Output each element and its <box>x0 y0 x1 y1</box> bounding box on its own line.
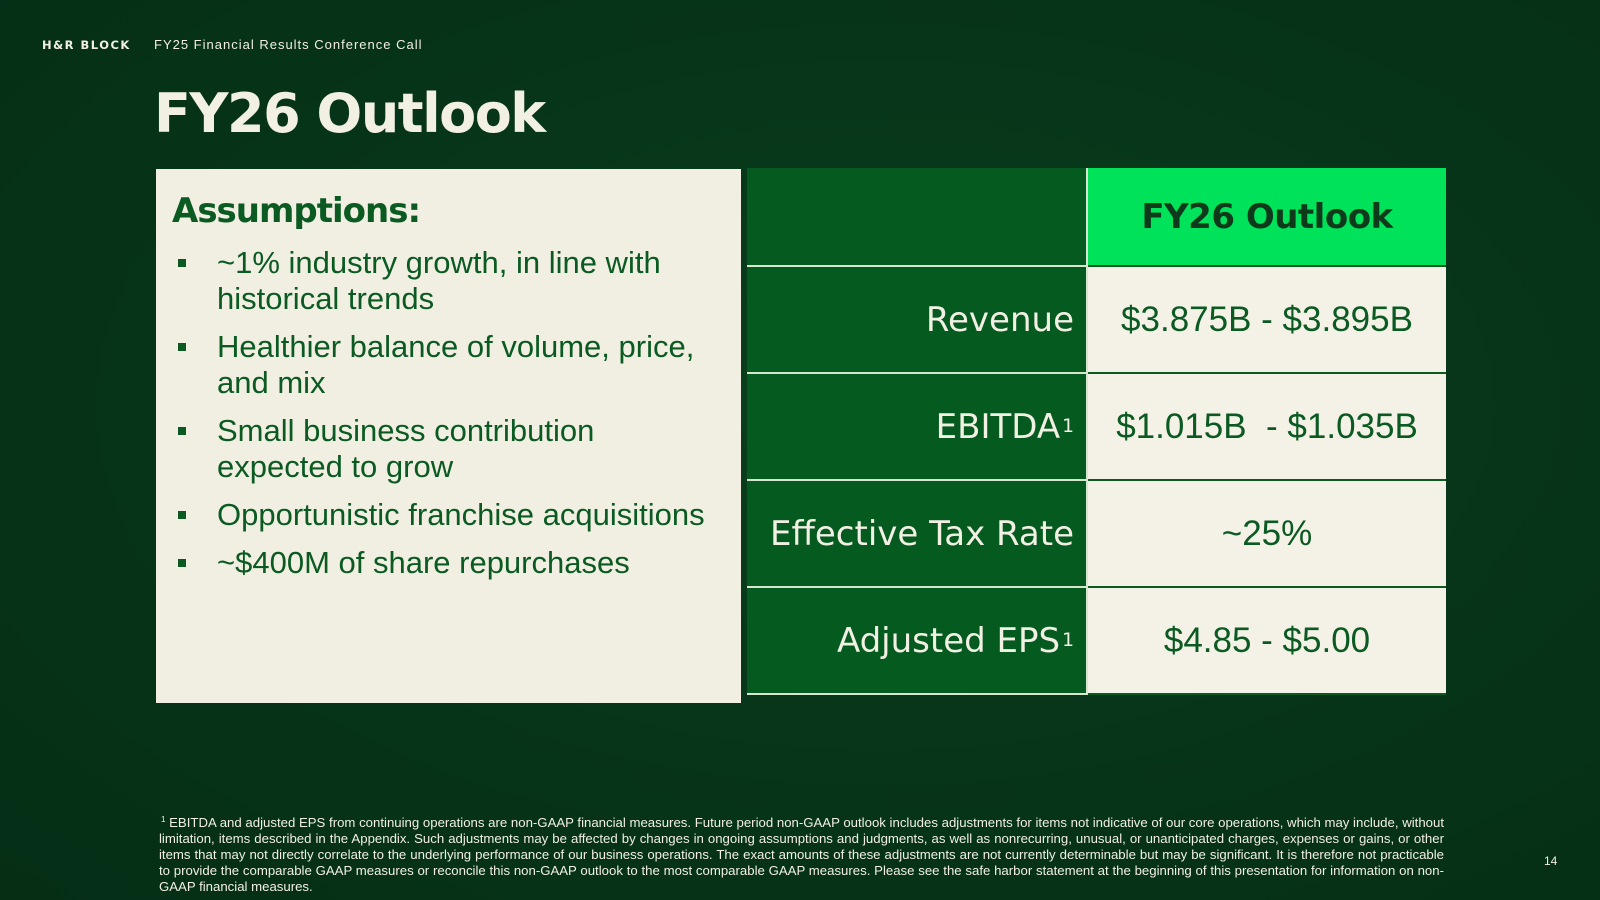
table-row-ebitda: EBITDA 1 $1.015B - $1.035B <box>747 374 1446 481</box>
assumptions-panel: Assumptions: ~1% industry growth, in lin… <box>156 169 741 703</box>
footnote: 1 EBITDA and adjusted EPS from continuin… <box>159 815 1444 895</box>
header-subtitle: FY25 Financial Results Conference Call <box>154 37 423 52</box>
row-label: Effective Tax Rate <box>747 481 1088 586</box>
assumption-text: ~$400M of share repurchases <box>217 545 630 580</box>
square-bullet-icon <box>178 259 186 267</box>
square-bullet-icon <box>178 427 186 435</box>
row-label-text: Effective Tax Rate <box>769 513 1074 554</box>
table-row-tax-rate: Effective Tax Rate ~25% <box>747 481 1446 588</box>
footnote-text: EBITDA and adjusted EPS from continuing … <box>159 815 1444 894</box>
row-label: Revenue <box>747 267 1088 372</box>
row-label-text: EBITDA <box>935 406 1061 447</box>
row-value: $4.85 - $5.00 <box>1088 588 1446 695</box>
assumption-text: Opportunistic franchise acquisitions <box>217 497 705 532</box>
assumption-text: Small business contribution expected to … <box>217 413 595 484</box>
brand-logo: H&R BLOCK <box>42 38 131 52</box>
assumption-item: ~1% industry growth, in line with histor… <box>172 245 725 317</box>
table-row-revenue: Revenue $3.875B - $3.895B <box>747 267 1446 374</box>
row-value: $3.875B - $3.895B <box>1088 267 1446 374</box>
assumption-item: Small business contribution expected to … <box>172 413 725 485</box>
row-label: Adjusted EPS 1 <box>747 588 1088 693</box>
assumptions-heading: Assumptions: <box>172 191 421 231</box>
table-header-outlook: FY26 Outlook <box>1088 168 1446 267</box>
assumption-item: Healthier balance of volume, price, and … <box>172 329 725 401</box>
table-header-row: FY26 Outlook <box>747 168 1446 267</box>
assumption-text: Healthier balance of volume, price, and … <box>217 329 695 400</box>
row-value: $1.015B - $1.035B <box>1088 374 1446 481</box>
page-number: 14 <box>1544 854 1558 868</box>
table-row-adjusted-eps: Adjusted EPS 1 $4.85 - $5.00 <box>747 588 1446 695</box>
assumption-text: ~1% industry growth, in line with histor… <box>217 245 661 316</box>
footnote-marker: 1 <box>161 814 166 824</box>
table-header-blank <box>747 168 1088 265</box>
assumption-item: Opportunistic franchise acquisitions <box>172 497 725 533</box>
square-bullet-icon <box>178 511 186 519</box>
page-title: FY26 Outlook <box>154 82 546 145</box>
assumption-item: ~$400M of share repurchases <box>172 545 725 581</box>
square-bullet-icon <box>178 559 186 567</box>
square-bullet-icon <box>178 343 186 351</box>
row-label-text: Adjusted EPS <box>836 620 1061 661</box>
assumptions-list: ~1% industry growth, in line with histor… <box>172 245 725 581</box>
row-label: EBITDA 1 <box>747 374 1088 479</box>
row-label-text: Revenue <box>925 299 1074 340</box>
row-value: ~25% <box>1088 481 1446 588</box>
outlook-table: FY26 Outlook Revenue $3.875B - $3.895B E… <box>747 168 1446 704</box>
